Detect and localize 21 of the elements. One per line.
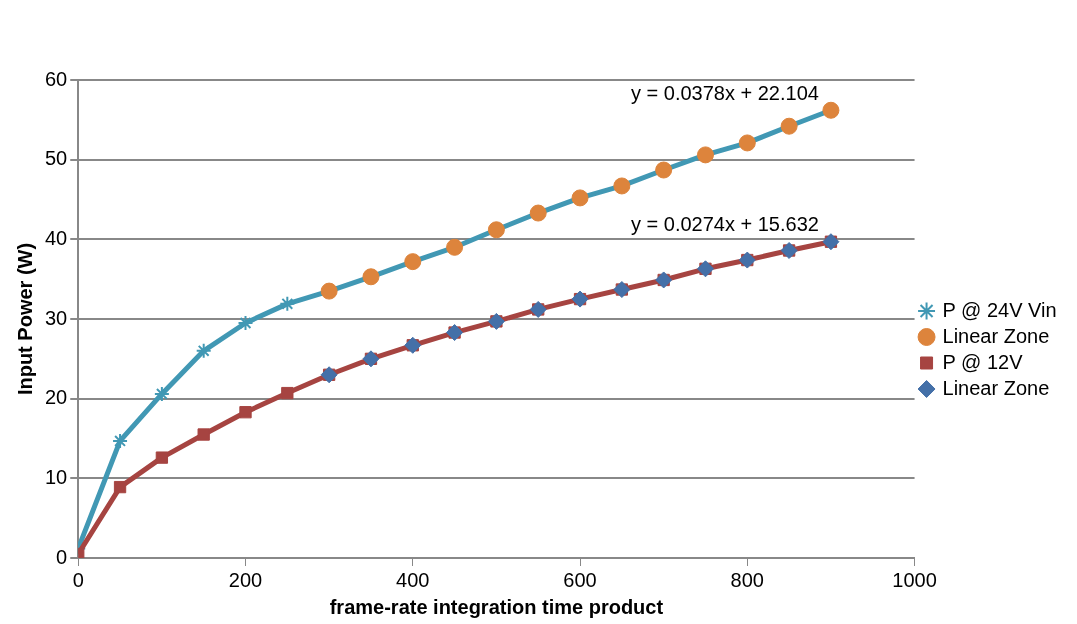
y-tick-label: 10 [45,465,68,488]
x-tick-label: 1000 [892,568,937,591]
x-tick-label: 200 [228,568,263,591]
annotation: y = 0.0378x + 22.104 [630,81,819,104]
x-tick-label: 400 [396,568,430,591]
legend-label: P @ 24V Vin [942,298,1057,321]
y-tick-label: 20 [45,386,68,409]
y-tick-label: 50 [45,147,68,170]
y-axis-title: Input Power (W) [13,242,36,396]
x-axis-title: frame-rate integration time product [329,595,664,618]
legend-label: Linear Zone [942,324,1050,347]
y-tick-label: 60 [45,67,68,90]
x-tick-label: 800 [730,568,764,591]
legend-label: Linear Zone [942,376,1050,399]
y-tick-label: 30 [45,306,68,329]
annotation: y = 0.0274x + 15.632 [630,213,819,236]
y-tick-label: 40 [45,226,68,249]
x-tick-label: 0 [72,568,84,591]
legend-label: P @ 12V [942,350,1024,373]
x-tick-label: 600 [563,568,597,591]
y-tick-label: 0 [56,545,68,568]
